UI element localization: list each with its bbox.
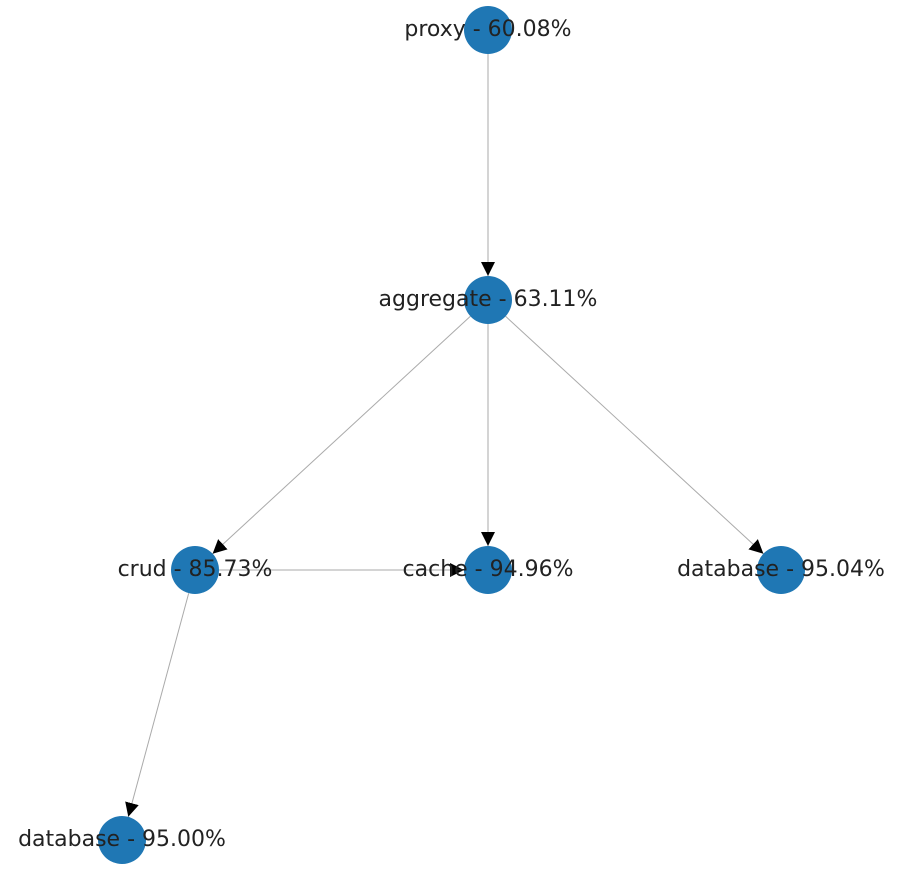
node-label: aggregate - 63.11% bbox=[379, 287, 598, 312]
node bbox=[98, 816, 146, 864]
labels: proxy - 60.08% aggregate - 63.11% crud -… bbox=[18, 17, 885, 852]
node bbox=[171, 546, 219, 594]
nodes bbox=[98, 6, 805, 864]
node bbox=[757, 546, 805, 594]
edge bbox=[212, 315, 471, 555]
node bbox=[464, 276, 512, 324]
node-label: database - 95.04% bbox=[677, 557, 885, 582]
edges bbox=[125, 54, 764, 817]
node-label: database - 95.00% bbox=[18, 827, 226, 852]
edge bbox=[505, 315, 764, 555]
node-label: cache - 94.96% bbox=[403, 557, 574, 582]
node-label: proxy - 60.08% bbox=[404, 17, 571, 42]
node bbox=[464, 546, 512, 594]
node bbox=[464, 6, 512, 54]
node-label: crud - 85.73% bbox=[118, 557, 273, 582]
edge bbox=[125, 593, 190, 817]
